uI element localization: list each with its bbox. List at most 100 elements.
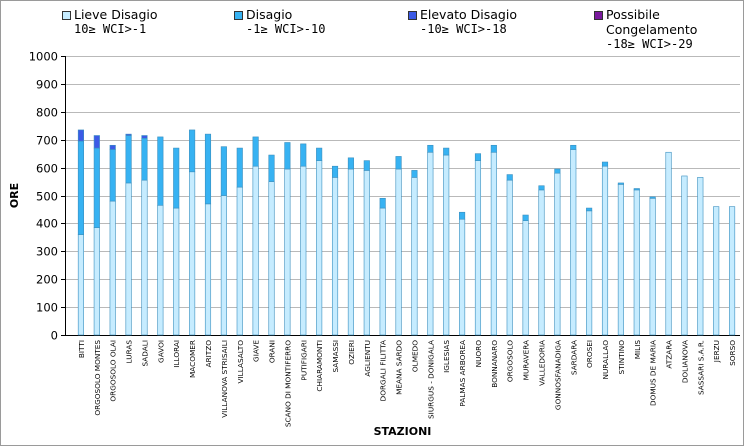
x-tick-label-16: CHIARAMONTI: [315, 340, 324, 392]
bar-33-disagio: [586, 207, 593, 212]
chart-legend: Lieve Disagio 10≥ WCI>-1 Disagio -1≥ WCI…: [0, 0, 744, 56]
bar-12-disagio: [252, 136, 259, 167]
legend-swatch-lieve-disagio: [62, 11, 71, 20]
bar-31-disagio: [554, 168, 561, 174]
bar-34-disagio: [601, 161, 609, 167]
legend-swatch-disagio: [234, 11, 243, 20]
bar-22-lieve-disagio: [411, 177, 418, 336]
x-tick-label-18: OZIERI: [347, 340, 356, 365]
x-tick-label-35: STINTINO: [617, 340, 626, 375]
bar-29-lieve-disagio: [522, 220, 529, 336]
x-tick-label-11: VILLASALTO: [236, 340, 245, 384]
bar-21-lieve-disagio: [395, 168, 402, 336]
bar-2-lieve-disagio: [93, 227, 100, 336]
x-axis-title: STAZIONI: [374, 425, 432, 438]
bar-3-disagio: [109, 149, 116, 202]
y-axis-title: ORE: [8, 183, 21, 208]
x-tick-label-15: PUTIFIGARI: [299, 340, 308, 381]
x-tick-label-8: MACOMER: [188, 340, 197, 378]
y-tick-label-1000: 1000: [29, 50, 58, 64]
bar-12-lieve-disagio: [252, 165, 259, 336]
bar-16-lieve-disagio: [316, 160, 323, 336]
x-tick-label-31: GONNOSFANADIGA: [553, 340, 562, 410]
bar-25-disagio: [459, 211, 466, 220]
x-tick-label-7: ILLORAI: [172, 340, 181, 368]
bar-14-lieve-disagio: [284, 168, 291, 336]
x-tick-label-25: PALMAS ARBOREA: [458, 340, 467, 407]
bar-1-lieve-disagio: [77, 234, 84, 336]
x-tick-label-27: BONNANARO: [490, 340, 499, 388]
y-tick-label-800: 800: [36, 106, 58, 120]
x-tick-label-5: SADALI: [140, 340, 149, 366]
x-tick-label-3: ORGOSOLO OLAI: [109, 340, 118, 402]
x-tick-label-37: DOMUS DE MARIA: [649, 340, 658, 406]
x-tick-label-33: OROSEI: [585, 340, 594, 368]
x-tick-label-41: JERZU: [712, 340, 721, 363]
x-tick-label-42: SORSO: [728, 340, 737, 366]
legend-label-disagio: Disagio: [246, 7, 293, 22]
bar-9-lieve-disagio: [204, 203, 212, 336]
bar-4-elevato-disagio: [125, 133, 132, 136]
bar-20-disagio: [379, 197, 386, 209]
x-tick-label-22: OLMEDO: [410, 340, 419, 372]
bar-31-lieve-disagio: [554, 172, 561, 336]
bar-40-lieve-disagio: [697, 177, 704, 336]
x-tick-label-34: NURALLAO: [601, 340, 610, 380]
bar-37-lieve-disagio: [649, 197, 656, 336]
legend-label-lieve-disagio: Lieve Disagio: [74, 7, 158, 22]
y-tick-label-200: 200: [36, 273, 58, 287]
bar-32-disagio: [570, 144, 577, 150]
y-tick-label-0: 0: [51, 329, 58, 343]
legend-label-congelamento: Congelamento: [606, 22, 698, 37]
bar-7-lieve-disagio: [173, 207, 180, 336]
bar-11-lieve-disagio: [236, 186, 243, 336]
bar-5-disagio: [141, 138, 148, 181]
bar-8-lieve-disagio: [189, 171, 196, 336]
x-tick-label-4: LURAS: [125, 340, 134, 364]
bar-2-disagio: [93, 147, 100, 228]
bar-28-lieve-disagio: [506, 179, 513, 336]
bar-15-lieve-disagio: [300, 165, 307, 336]
bar-17-lieve-disagio: [331, 177, 339, 336]
legend-range-lieve-disagio: 10≥ WCI>-1: [74, 22, 147, 36]
bar-1-elevato-disagio: [77, 129, 84, 142]
bar-3-elevato-disagio: [109, 144, 116, 150]
bar-14-disagio: [284, 142, 291, 170]
bar-25-lieve-disagio: [459, 218, 466, 336]
x-tick-label-29: MURAVERA: [522, 340, 531, 380]
bar-35-disagio: [617, 182, 624, 185]
bar-37-disagio: [649, 196, 656, 199]
bar-22-disagio: [411, 170, 418, 178]
x-tick-label-14: SCANO DI MONTIFERRO: [283, 340, 292, 427]
x-tick-label-26: NUORO: [474, 340, 483, 368]
x-tick-label-2: ORGOSOLO MONTES: [93, 340, 102, 416]
bar-16-disagio: [316, 147, 323, 161]
bar-34-lieve-disagio: [601, 165, 609, 336]
bar-1-disagio: [77, 140, 84, 235]
y-tick-label-100: 100: [36, 301, 58, 315]
bar-33-lieve-disagio: [586, 210, 593, 336]
x-tick-label-12: GIAVE: [252, 340, 261, 362]
bar-15-disagio: [300, 143, 307, 167]
bar-9-disagio: [204, 133, 212, 205]
x-tick-label-38: ATZARA: [665, 340, 674, 369]
y-tick-label-700: 700: [36, 134, 58, 148]
bar-42-lieve-disagio: [729, 206, 736, 336]
x-tick-label-13: ORANI: [268, 340, 277, 363]
y-tick-label-900: 900: [36, 78, 58, 92]
bar-7-disagio: [173, 147, 180, 209]
legend-swatch-possibile-congelamento: [594, 11, 603, 20]
x-tick-label-39: DOLIANOVA: [680, 340, 689, 383]
bar-18-lieve-disagio: [347, 168, 354, 336]
bar-30-lieve-disagio: [538, 189, 545, 336]
x-tick-label-40: SASSARI S.A.R.: [696, 340, 705, 395]
bar-24-lieve-disagio: [443, 154, 450, 336]
y-tick-label-300: 300: [36, 245, 58, 259]
bar-4-lieve-disagio: [125, 182, 132, 336]
bar-2-elevato-disagio: [93, 135, 100, 149]
bar-32-lieve-disagio: [570, 149, 577, 336]
bar-3-lieve-disagio: [109, 200, 116, 336]
x-tick-label-1: BITTI: [77, 340, 86, 358]
x-tick-label-24: IGLESIAS: [442, 340, 451, 373]
x-tick-label-9: ARITZO: [204, 340, 213, 368]
